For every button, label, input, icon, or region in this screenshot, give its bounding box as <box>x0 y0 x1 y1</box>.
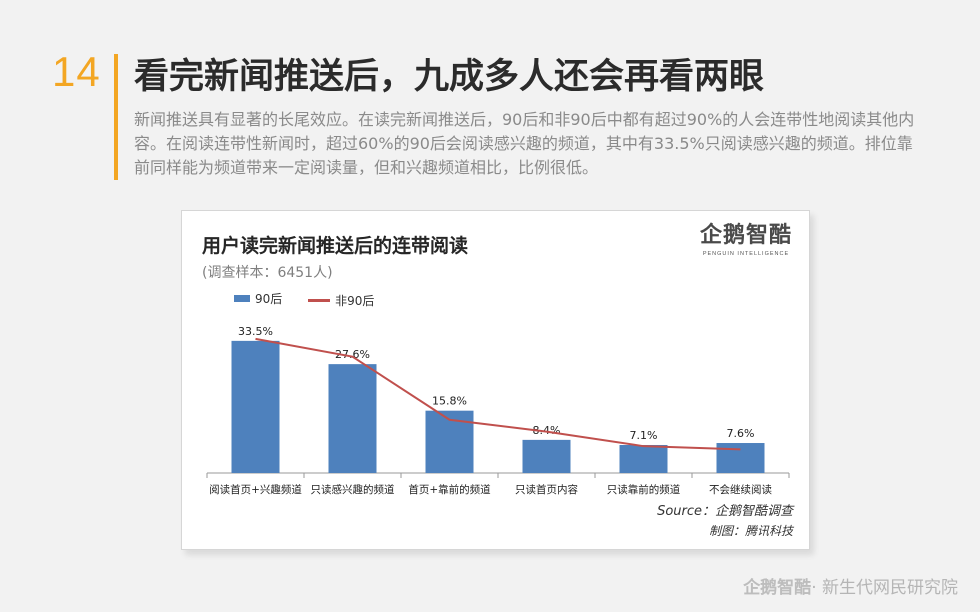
x-tick-label: 不会继续阅读 <box>709 483 772 496</box>
bar-data-label: 7.1% <box>630 429 658 442</box>
legend-bar-swatch <box>234 295 250 302</box>
x-tick-label: 只读靠前的频道 <box>607 483 681 496</box>
chart-legend: 90后 非90后 <box>234 290 396 309</box>
bar-90 <box>522 439 571 473</box>
bar-data-label: 7.6% <box>727 427 755 440</box>
brand-english: PENGUIN INTELLIGENCE <box>702 251 790 257</box>
chart-title: 用户读完新闻推送后的连带阅读 <box>202 235 469 257</box>
footer-logo: 企鹅智酷 <box>743 578 812 598</box>
x-tick-label: 只读首页内容 <box>515 483 578 496</box>
legend-label-non90: 非90后 <box>335 294 375 308</box>
brand-block: 企鹅智酷 PENGUIN INTELLIGENCE <box>698 223 794 257</box>
bar-90 <box>231 340 280 473</box>
chart-canvas: 33.5%27.6%15.8%8.4% 7.1% 7.6%阅读首页+兴趣频道 只读感兴… <box>206 325 790 496</box>
chart-subtitle: (调查样本：6451人) <box>202 265 333 281</box>
intro-paragraph: 新闻推送具有显著的长尾效应。在读完新闻推送后，90后和非90后中都有超过90%的… <box>134 110 915 177</box>
bar-data-label: 33.5% <box>238 325 273 338</box>
brand-logo: 企鹅智酷 <box>699 223 792 248</box>
bar-data-label: 15.8% <box>432 395 467 408</box>
bar-90 <box>619 444 668 473</box>
footer-text: · 新生代网民研究院 <box>811 578 958 598</box>
bar-data-label: 27.6% <box>335 348 370 361</box>
page-headline: 看完新闻推送后，九成多人还会再看两眼 <box>134 57 765 97</box>
line-non90 <box>255 337 741 451</box>
accent-bar <box>114 54 118 180</box>
x-tick-label: 首页+靠前的频道 <box>408 483 491 496</box>
chart-source: Source：企鹅智酷调查 <box>657 504 793 519</box>
x-tick-label: 阅读首页+兴趣频道 <box>209 483 302 496</box>
x-tick-label: 只读感兴趣的频道 <box>311 483 395 496</box>
chart-credit: 制图：腾讯科技 <box>708 524 793 538</box>
footer-branding: 企鹅智酷· 新生代网民研究院 <box>743 573 958 598</box>
bar-90 <box>328 364 377 473</box>
page-number: 14 <box>52 48 101 95</box>
chart-card: 33.5% 27.6% 15.8% 8.4% 7.1% 7.6% 阅读首页+兴趣频道 只读感兴… <box>181 210 810 550</box>
legend-item-non90: 非90后 <box>308 292 374 309</box>
bar-90 <box>716 443 765 473</box>
legend-item-90: 90后 <box>234 290 282 307</box>
legend-label-90: 90后 <box>255 292 283 306</box>
legend-line-swatch <box>308 299 331 302</box>
